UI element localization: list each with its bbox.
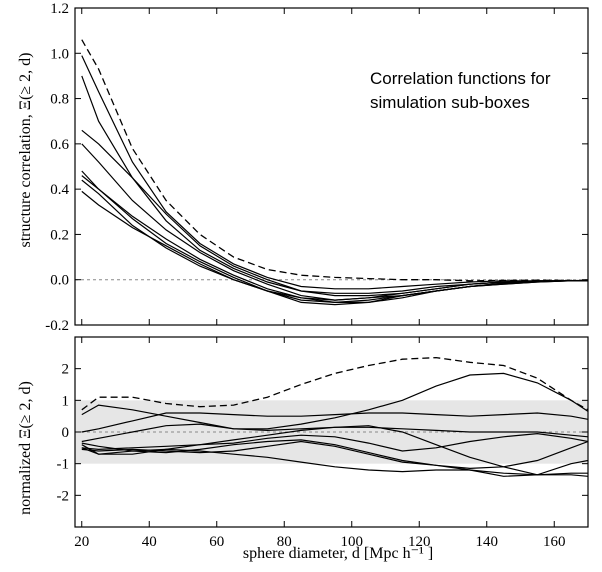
top-plot-frame [75, 8, 588, 325]
x-tick-label: 20 [74, 534, 89, 550]
top-series-line-4 [82, 144, 588, 300]
top-y-tick-label: 1.0 [50, 46, 69, 62]
bottom-y-tick-label: 1 [62, 393, 70, 409]
top-series-line-8 [82, 191, 588, 300]
x-tick-label: 40 [142, 534, 157, 550]
top-y-tick-label: -0.2 [45, 318, 69, 334]
bottom-y-tick-label: 2 [62, 362, 70, 378]
bottom-y-tick-label: -2 [57, 488, 70, 504]
top-y-tick-label: 0.2 [50, 227, 69, 243]
top-panel: -0.2 0.0 0.2 0.4 0.6 0.8 1.0 1.2 [45, 1, 588, 334]
top-y-tick-label: 0.8 [50, 92, 69, 108]
top-series-line-1 [82, 56, 588, 289]
x-tick-label: 140 [476, 534, 499, 550]
y-axis-title-bottom: normalized Ξ(≥ 2, d) [17, 381, 34, 515]
y-axis-title-top: structure correlation, Ξ(≥ 2, d) [17, 53, 34, 248]
annotation-line-1: Correlation functions for [370, 69, 551, 88]
top-y-tick-label: 0.0 [50, 273, 69, 289]
top-y-tick-label: 0.4 [50, 182, 69, 198]
bottom-y-tick-label: -1 [57, 457, 70, 473]
x-tick-label: 160 [543, 534, 566, 550]
annotation-line-2: simulation sub-boxes [370, 93, 530, 112]
bottom-y-tick-label: 0 [62, 425, 70, 441]
x-axis-title: sphere diameter, d [Mpc h⁻¹ ] [243, 545, 433, 562]
x-tick-label: 60 [209, 534, 224, 550]
top-y-tick-label: 0.6 [50, 137, 69, 153]
top-y-tick-label: 1.2 [50, 1, 69, 17]
top-series-line-3 [82, 130, 588, 295]
